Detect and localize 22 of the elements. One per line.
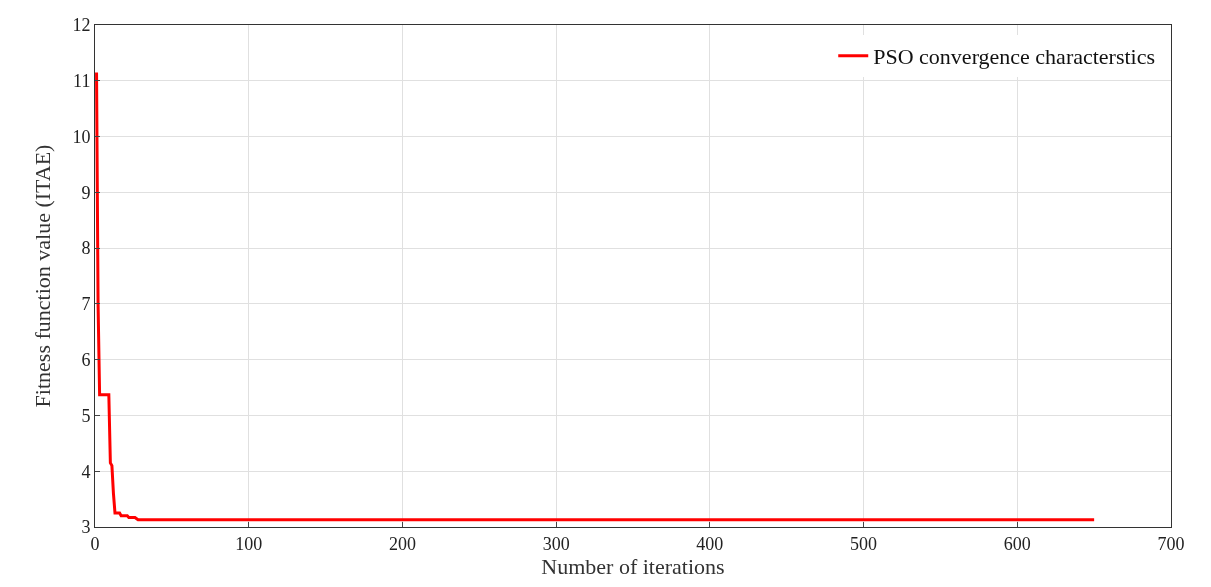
x-tick-label: 700	[1157, 533, 1185, 554]
y-tick-label: 8	[81, 238, 91, 259]
legend-label: PSO convergence characterstics	[873, 44, 1156, 70]
y-tick-label: 12	[72, 15, 91, 36]
x-tick-label: 0	[90, 533, 100, 554]
y-tick-label: 9	[81, 182, 91, 203]
y-tick-label: 10	[72, 126, 91, 147]
y-tick-label: 7	[81, 294, 91, 315]
x-tick-label: 300	[542, 533, 570, 554]
x-tick-label: 100	[235, 533, 263, 554]
y-tick-label: 11	[73, 71, 91, 92]
x-tick-label: 500	[850, 533, 878, 554]
y-tick-label: 3	[81, 517, 91, 538]
x-tick-label: 600	[1003, 533, 1031, 554]
y-tick-label: 6	[81, 349, 91, 370]
y-tick-label: 5	[81, 405, 91, 426]
y-axis-title: Fitness function value (ITAE)	[30, 144, 56, 408]
x-tick-label: 400	[696, 533, 724, 554]
x-axis-title: Number of iterations	[541, 553, 725, 579]
line-series	[95, 70, 1096, 522]
y-tick-label: 4	[81, 461, 91, 482]
x-tick-label: 200	[388, 533, 416, 554]
